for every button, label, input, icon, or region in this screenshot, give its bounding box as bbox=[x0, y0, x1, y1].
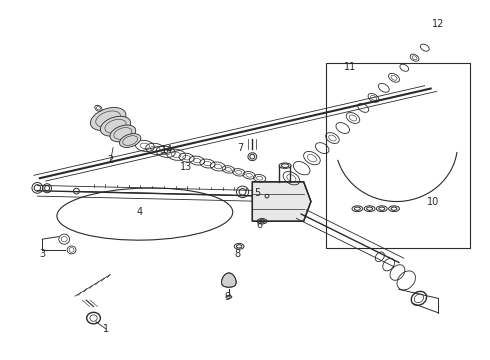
Polygon shape bbox=[252, 182, 311, 221]
Text: 5: 5 bbox=[254, 188, 260, 198]
Text: 14: 14 bbox=[161, 144, 173, 154]
Text: 6: 6 bbox=[257, 220, 263, 230]
Ellipse shape bbox=[120, 134, 141, 148]
Text: 9: 9 bbox=[225, 292, 231, 302]
Ellipse shape bbox=[100, 116, 131, 136]
Ellipse shape bbox=[110, 125, 136, 142]
Text: 12: 12 bbox=[432, 19, 444, 29]
Text: 7: 7 bbox=[237, 143, 243, 153]
Polygon shape bbox=[221, 273, 236, 287]
Text: 8: 8 bbox=[235, 248, 241, 258]
Ellipse shape bbox=[91, 108, 126, 131]
Text: 2: 2 bbox=[107, 155, 114, 165]
Text: 1: 1 bbox=[103, 324, 109, 334]
Text: 3: 3 bbox=[39, 248, 45, 258]
Text: 4: 4 bbox=[137, 207, 143, 217]
Text: 10: 10 bbox=[427, 197, 439, 207]
Text: 11: 11 bbox=[344, 62, 356, 72]
Polygon shape bbox=[103, 112, 135, 144]
Text: 13: 13 bbox=[180, 162, 193, 172]
